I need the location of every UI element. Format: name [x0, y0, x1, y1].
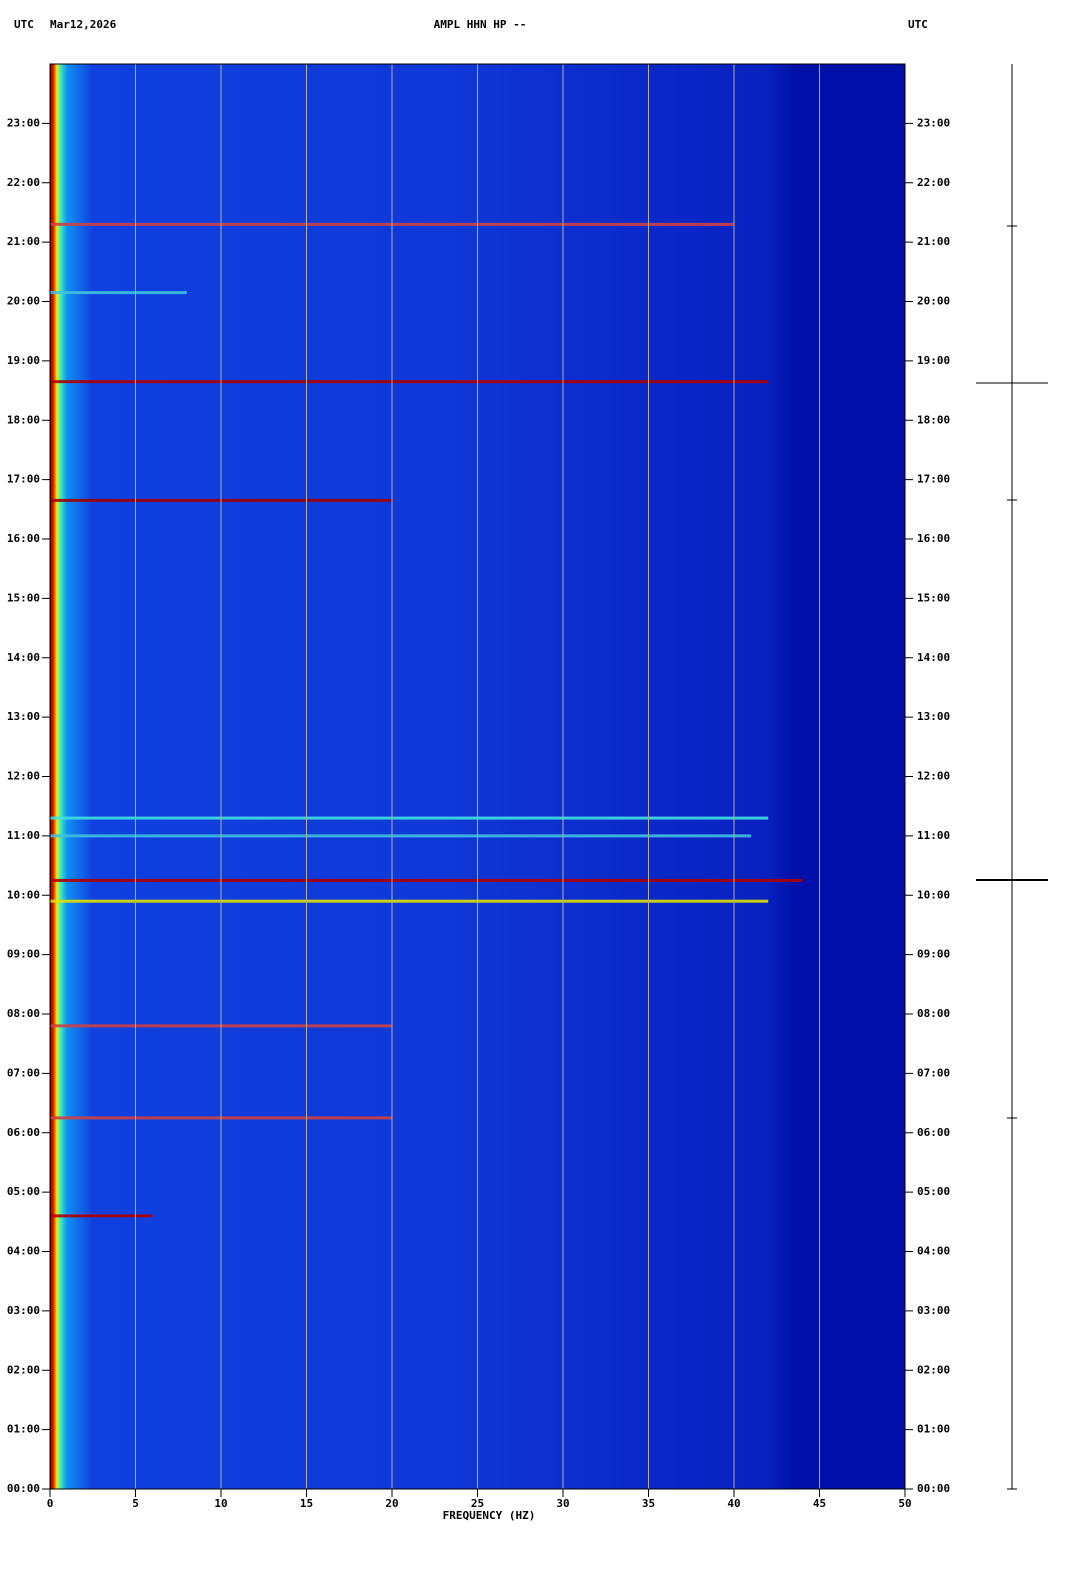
y-tick-label-left: 01:00 [7, 1423, 40, 1436]
y-tick-label-right: 05:00 [917, 1185, 950, 1198]
date: Mar12,2026 [50, 18, 117, 31]
y-tick-label-right: 13:00 [917, 710, 950, 723]
y-tick-label-left: 08:00 [7, 1007, 40, 1020]
y-tick-label-right: 01:00 [917, 1423, 950, 1436]
y-tick-label-right: 07:00 [917, 1066, 950, 1079]
y-tick-label-left: 22:00 [7, 176, 40, 189]
x-tick-label: 50 [898, 1497, 911, 1510]
y-tick-label-right: 02:00 [917, 1363, 950, 1376]
y-tick-label-left: 23:00 [7, 116, 40, 129]
x-tick-label: 25 [471, 1497, 484, 1510]
y-tick-label-left: 05:00 [7, 1185, 40, 1198]
x-tick-label: 30 [556, 1497, 569, 1510]
y-tick-label-right: 10:00 [917, 888, 950, 901]
x-tick-label: 15 [300, 1497, 313, 1510]
y-tick-label-left: 00:00 [7, 1482, 40, 1495]
streak [50, 834, 752, 838]
streak [50, 816, 769, 820]
y-tick-label-left: 11:00 [7, 829, 40, 842]
seismogram [976, 64, 1048, 1490]
y-tick-label-left: 18:00 [7, 413, 40, 426]
y-tick-label-right: 04:00 [917, 1245, 950, 1258]
y-tick-label-right: 21:00 [917, 235, 950, 248]
y-tick-label-right: 00:00 [917, 1482, 950, 1495]
chart-title: AMPL HHN HP -- [434, 18, 527, 31]
y-tick-label-left: 03:00 [7, 1304, 40, 1317]
y-tick-label-right: 14:00 [917, 651, 950, 664]
y-tick-label-right: 03:00 [917, 1304, 950, 1317]
y-tick-label-left: 13:00 [7, 710, 40, 723]
x-tick-label: 40 [727, 1497, 740, 1510]
y-tick-label-left: 04:00 [7, 1245, 40, 1258]
streak [50, 291, 187, 295]
y-tick-label-right: 17:00 [917, 473, 950, 486]
x-tick-label: 0 [47, 1497, 54, 1510]
y-tick-label-right: 09:00 [917, 948, 950, 961]
y-tick-label-right: 15:00 [917, 591, 950, 604]
streak [50, 878, 803, 882]
y-tick-label-right: 16:00 [917, 532, 950, 545]
title-left: UTC [14, 18, 34, 31]
y-tick-label-right: 12:00 [917, 770, 950, 783]
y-tick-label-left: 20:00 [7, 295, 40, 308]
y-tick-label-right: 08:00 [917, 1007, 950, 1020]
y-tick-label-right: 06:00 [917, 1126, 950, 1139]
x-tick-label: 45 [813, 1497, 826, 1510]
y-tick-label-left: 06:00 [7, 1126, 40, 1139]
y-tick-label-right: 19:00 [917, 354, 950, 367]
y-tick-label-left: 17:00 [7, 473, 40, 486]
x-axis-label: FREQUENCY (HZ) [443, 1509, 536, 1522]
y-tick-label-left: 21:00 [7, 235, 40, 248]
y-tick-label-right: 18:00 [917, 413, 950, 426]
y-tick-label-right: 20:00 [917, 295, 950, 308]
y-tick-label-right: 22:00 [917, 176, 950, 189]
streak [50, 1214, 153, 1218]
y-tick-label-left: 15:00 [7, 591, 40, 604]
streak [50, 380, 769, 384]
y-tick-label-left: 12:00 [7, 770, 40, 783]
y-tick-label-right: 11:00 [917, 829, 950, 842]
y-tick-label-left: 10:00 [7, 888, 40, 901]
x-tick-label: 10 [214, 1497, 227, 1510]
x-tick-label: 35 [642, 1497, 655, 1510]
y-tick-label-left: 09:00 [7, 948, 40, 961]
y-tick-label-left: 07:00 [7, 1066, 40, 1079]
x-tick-label: 5 [132, 1497, 139, 1510]
y-tick-label-left: 02:00 [7, 1363, 40, 1376]
x-tick-label: 20 [385, 1497, 398, 1510]
y-tick-label-left: 19:00 [7, 354, 40, 367]
streak [50, 899, 769, 903]
y-tick-label-right: 23:00 [917, 116, 950, 129]
y-tick-label-left: 16:00 [7, 532, 40, 545]
y-tick-label-left: 14:00 [7, 651, 40, 664]
title-right: UTC [908, 18, 928, 31]
